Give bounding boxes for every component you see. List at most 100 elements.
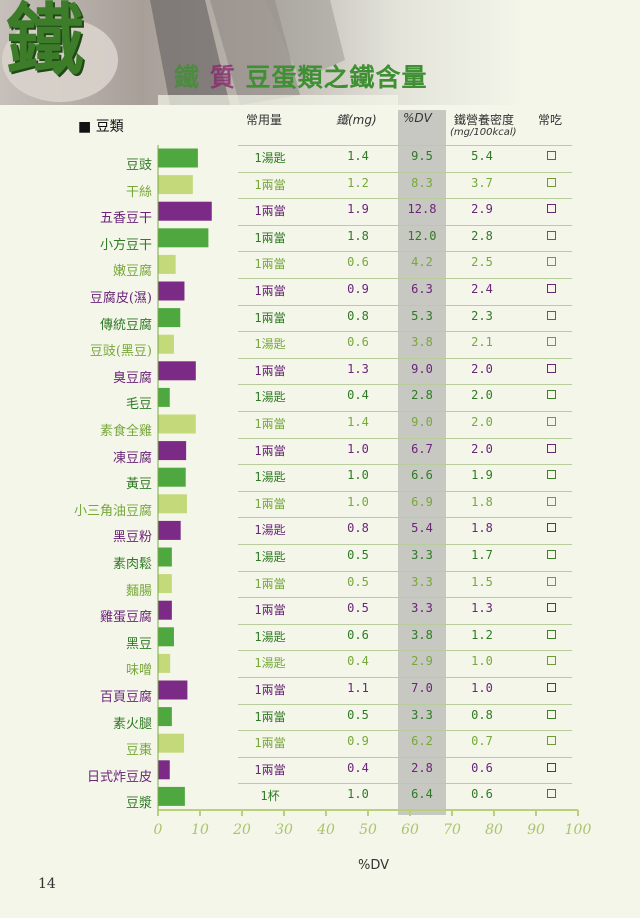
food-name-label: 日式炸豆皮 (86, 769, 152, 785)
bar-23 (158, 733, 185, 753)
row-divider (238, 597, 572, 599)
dv-cell: 6.4 (411, 787, 433, 802)
eat-often-checkbox[interactable] (547, 683, 556, 692)
amount-cell: 1兩當 (254, 177, 286, 192)
bar-17 (158, 574, 172, 594)
iron-cell: 1.4 (347, 149, 369, 163)
header-banner: 鐵 鐵 質 豆蛋類之鐵含量 (0, 0, 640, 105)
eat-often-checkbox[interactable] (547, 470, 556, 480)
iron-cell: 1.0 (347, 468, 369, 483)
density-cell: 3.7 (471, 175, 493, 190)
page-number: 14 (38, 876, 56, 892)
bar-9 (158, 361, 196, 381)
bar-18 (158, 600, 172, 620)
eat-often-checkbox[interactable] (547, 337, 556, 347)
amount-cell: 1兩當 (254, 310, 286, 325)
iron-cell: 0.9 (347, 282, 369, 296)
x-tick-label: 40 (316, 822, 335, 838)
eat-often-checkbox[interactable] (547, 417, 556, 426)
amount-cell: 1杯 (260, 789, 280, 804)
amount-cell: 1兩當 (254, 603, 286, 618)
bar-16 (158, 547, 172, 567)
eat-often-checkbox[interactable] (547, 230, 556, 240)
eat-often-checkbox[interactable] (547, 257, 556, 267)
row-divider (238, 198, 572, 200)
food-name-label: 百頁豆腐 (99, 690, 152, 705)
eat-often-checkbox[interactable] (547, 310, 556, 320)
food-name-label: 黃豆 (125, 477, 152, 493)
dv-cell: 9.0 (411, 361, 433, 376)
food-name-label: 麵腸 (125, 583, 152, 599)
big-iron-character: 鐵 (6, 0, 84, 86)
eat-often-checkbox[interactable] (547, 550, 556, 559)
density-cell: 1.3 (471, 601, 493, 616)
bar-22 (158, 707, 172, 727)
eat-often-checkbox[interactable] (547, 177, 556, 187)
eat-often-checkbox[interactable] (547, 736, 556, 746)
x-tick-label: 60 (401, 822, 419, 838)
density-cell: 2.0 (471, 388, 493, 403)
density-cell: 1.7 (471, 548, 493, 562)
density-cell: 2.1 (471, 335, 493, 350)
bar-6 (158, 281, 185, 301)
dv-cell: 6.7 (411, 441, 433, 456)
dv-cell: 2.9 (411, 654, 433, 669)
iron-cell: 1.2 (347, 175, 369, 190)
column-header-density-unit: (mg/100kcal) (450, 127, 517, 138)
density-cell: 2.0 (471, 441, 493, 456)
eat-often-checkbox[interactable] (547, 762, 556, 772)
column-header-dv: %DV (403, 111, 432, 125)
eat-often-checkbox[interactable] (547, 496, 556, 506)
food-name-label: 素火腿 (112, 716, 152, 732)
density-cell: 2.5 (471, 255, 493, 270)
density-cell: 1.2 (471, 627, 493, 642)
eat-often-checkbox[interactable] (547, 523, 556, 533)
dv-cell: 6.9 (411, 494, 433, 509)
dv-cell: 2.8 (411, 388, 433, 403)
iron-cell: 0.6 (347, 255, 369, 270)
density-cell: 0.6 (471, 760, 493, 775)
amount-cell: 1兩當 (254, 284, 286, 298)
dv-cell: 5.3 (411, 308, 433, 323)
density-cell: 2.8 (471, 228, 493, 243)
eat-often-checkbox[interactable] (547, 204, 556, 214)
dv-cell: 6.3 (411, 282, 433, 296)
dv-cell: 7.0 (411, 681, 433, 695)
dv-cell: 8.3 (411, 175, 433, 190)
eat-often-checkbox[interactable] (547, 576, 556, 586)
density-cell: 0.8 (471, 707, 493, 722)
density-cell: 1.9 (471, 468, 493, 483)
section-bullet-icon: ■ (78, 119, 92, 135)
amount-cell: 1兩當 (254, 363, 286, 378)
iron-cell: 1.0 (347, 787, 369, 802)
iron-cell: 1.3 (347, 361, 369, 376)
eat-often-checkbox[interactable] (547, 443, 556, 453)
eat-often-checkbox[interactable] (547, 629, 556, 639)
eat-often-checkbox[interactable] (547, 709, 556, 719)
eat-often-checkbox[interactable] (547, 363, 556, 373)
amount-cell: 1湯匙 (254, 337, 286, 352)
bar-14 (158, 494, 187, 514)
iron-cell: 0.4 (347, 760, 369, 775)
density-cell: 0.6 (471, 787, 493, 802)
eat-often-checkbox[interactable] (547, 789, 556, 799)
amount-cell: 1湯匙 (254, 550, 286, 564)
x-tick-label: 70 (443, 822, 461, 838)
iron-cell: 0.6 (347, 627, 369, 642)
row-divider (238, 703, 572, 705)
eat-often-checkbox[interactable] (547, 151, 556, 160)
eat-often-checkbox[interactable] (547, 390, 556, 400)
dv-cell: 5.4 (411, 521, 433, 536)
eat-often-checkbox[interactable] (547, 603, 556, 613)
iron-cell: 0.4 (347, 654, 369, 669)
amount-cell: 1湯匙 (254, 390, 286, 405)
eat-often-checkbox[interactable] (547, 656, 556, 666)
amount-cell: 1湯匙 (254, 629, 286, 644)
banner-photo-graphic (2, 0, 398, 105)
row-divider (238, 171, 572, 173)
bar-5 (158, 254, 176, 274)
density-cell: 2.0 (471, 361, 493, 376)
eat-often-checkbox[interactable] (547, 284, 556, 293)
row-divider (238, 730, 572, 732)
iron-cell: 0.5 (347, 574, 369, 589)
